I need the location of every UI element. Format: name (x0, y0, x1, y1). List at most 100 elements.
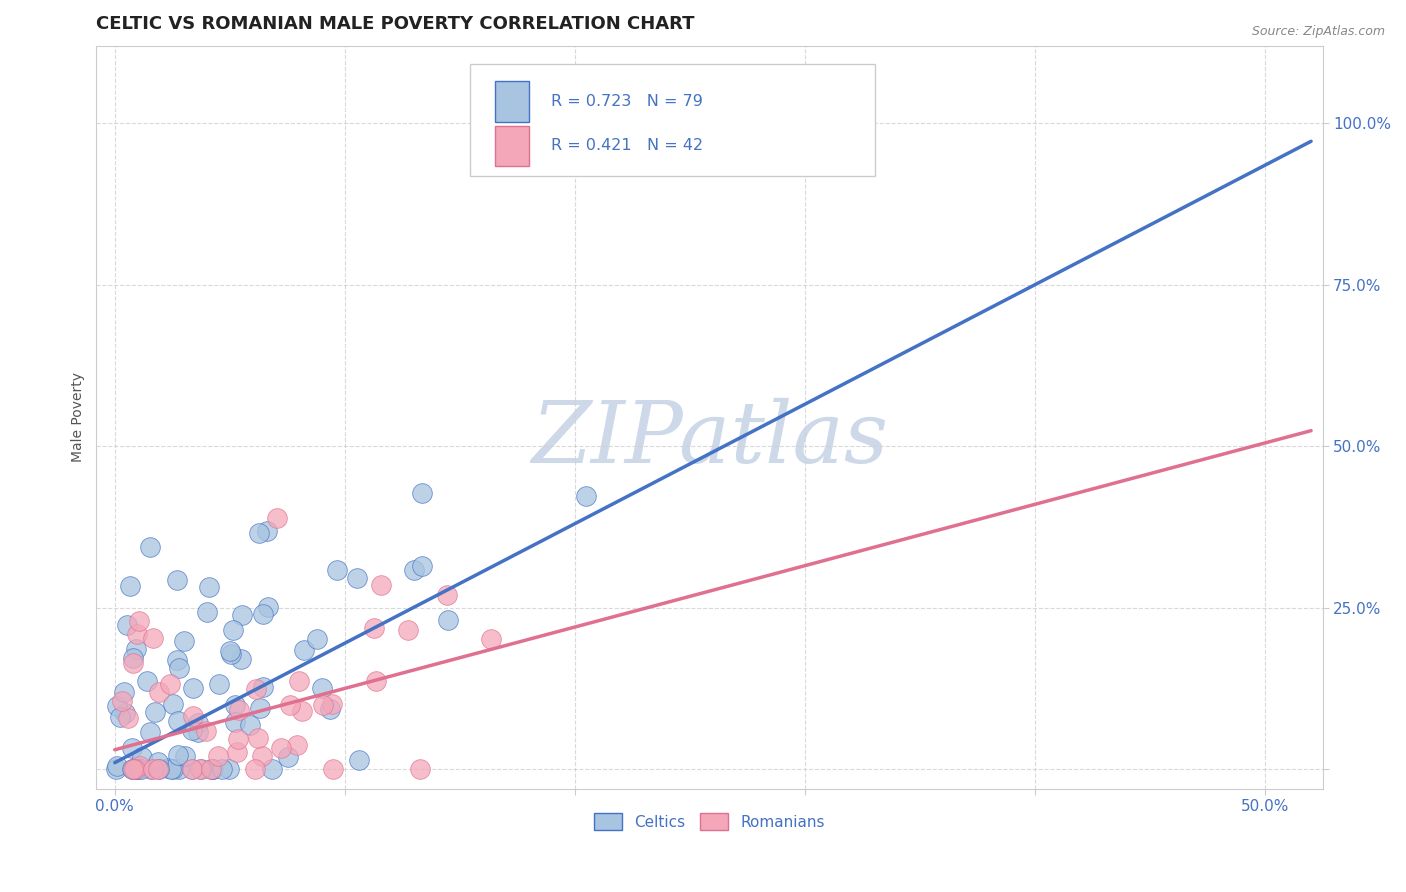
Point (166, 574, 188, 588)
Point (285, 738, 308, 752)
Point (260, 762, 283, 776)
Point (311, 681, 333, 695)
Point (409, 762, 432, 776)
Point (136, 674, 159, 689)
Bar (495, 81, 529, 122)
Point (188, 762, 211, 776)
Point (288, 673, 311, 688)
Point (181, 709, 204, 723)
Point (252, 681, 274, 695)
Point (111, 694, 134, 708)
FancyBboxPatch shape (471, 64, 875, 176)
Point (411, 486, 433, 500)
Point (247, 526, 270, 541)
Point (148, 685, 170, 699)
Point (181, 681, 204, 696)
Point (187, 715, 209, 730)
Point (252, 748, 274, 763)
Point (370, 578, 392, 592)
Point (159, 677, 181, 691)
Point (173, 633, 195, 648)
Point (108, 710, 131, 724)
Point (166, 714, 188, 729)
Point (346, 571, 368, 585)
Point (319, 702, 342, 716)
Point (124, 762, 146, 776)
Point (322, 762, 344, 776)
Point (436, 588, 458, 602)
Point (256, 599, 278, 614)
Point (122, 762, 145, 776)
Point (169, 661, 191, 675)
Point (146, 762, 169, 776)
Point (167, 762, 190, 776)
Point (305, 632, 328, 647)
Point (201, 762, 224, 776)
Point (166, 748, 188, 763)
Point (141, 631, 163, 645)
Point (219, 647, 242, 661)
Point (127, 762, 149, 776)
Point (195, 605, 218, 619)
Point (479, 632, 502, 647)
Text: Source: ZipAtlas.com: Source: ZipAtlas.com (1251, 25, 1385, 38)
Point (224, 715, 246, 730)
Point (181, 723, 204, 737)
Point (166, 653, 188, 667)
Point (117, 711, 139, 725)
Point (105, 698, 128, 713)
Point (131, 750, 153, 764)
Point (321, 697, 343, 711)
Point (160, 762, 183, 776)
Text: R = 0.421   N = 42: R = 0.421 N = 42 (551, 138, 703, 153)
Bar (495, 126, 529, 167)
Point (249, 701, 271, 715)
Point (148, 762, 170, 776)
Point (114, 706, 136, 720)
Point (396, 623, 419, 637)
Point (363, 621, 385, 635)
Point (139, 762, 162, 776)
Point (402, 563, 425, 577)
Point (200, 762, 222, 776)
Point (125, 642, 148, 657)
Point (207, 748, 229, 763)
Point (127, 762, 149, 776)
Point (270, 741, 292, 756)
Point (256, 524, 278, 539)
Point (105, 758, 128, 772)
Point (122, 656, 145, 670)
Point (291, 704, 314, 718)
Point (187, 724, 209, 739)
Legend: Celtics, Romanians: Celtics, Romanians (588, 806, 831, 837)
Point (226, 732, 249, 747)
Point (190, 762, 212, 776)
Point (127, 627, 149, 641)
Point (122, 762, 145, 776)
Point (208, 677, 231, 691)
Point (437, 613, 460, 627)
Point (247, 731, 270, 745)
Point (198, 580, 221, 594)
Point (231, 607, 253, 622)
Point (347, 753, 370, 767)
Point (121, 741, 143, 756)
Point (231, 652, 253, 666)
Point (138, 540, 160, 554)
Point (194, 724, 217, 739)
Text: ZIPatlas: ZIPatlas (531, 398, 889, 481)
Point (211, 762, 233, 776)
Point (224, 698, 246, 712)
Text: R = 0.723   N = 79: R = 0.723 N = 79 (551, 94, 703, 109)
Point (128, 615, 150, 629)
Point (292, 643, 315, 657)
Point (201, 762, 224, 776)
Point (142, 762, 165, 776)
Point (278, 698, 301, 712)
Point (104, 762, 127, 776)
Point (162, 762, 184, 776)
Point (252, 607, 274, 621)
Point (162, 697, 184, 711)
Point (266, 511, 288, 525)
Point (129, 762, 152, 776)
